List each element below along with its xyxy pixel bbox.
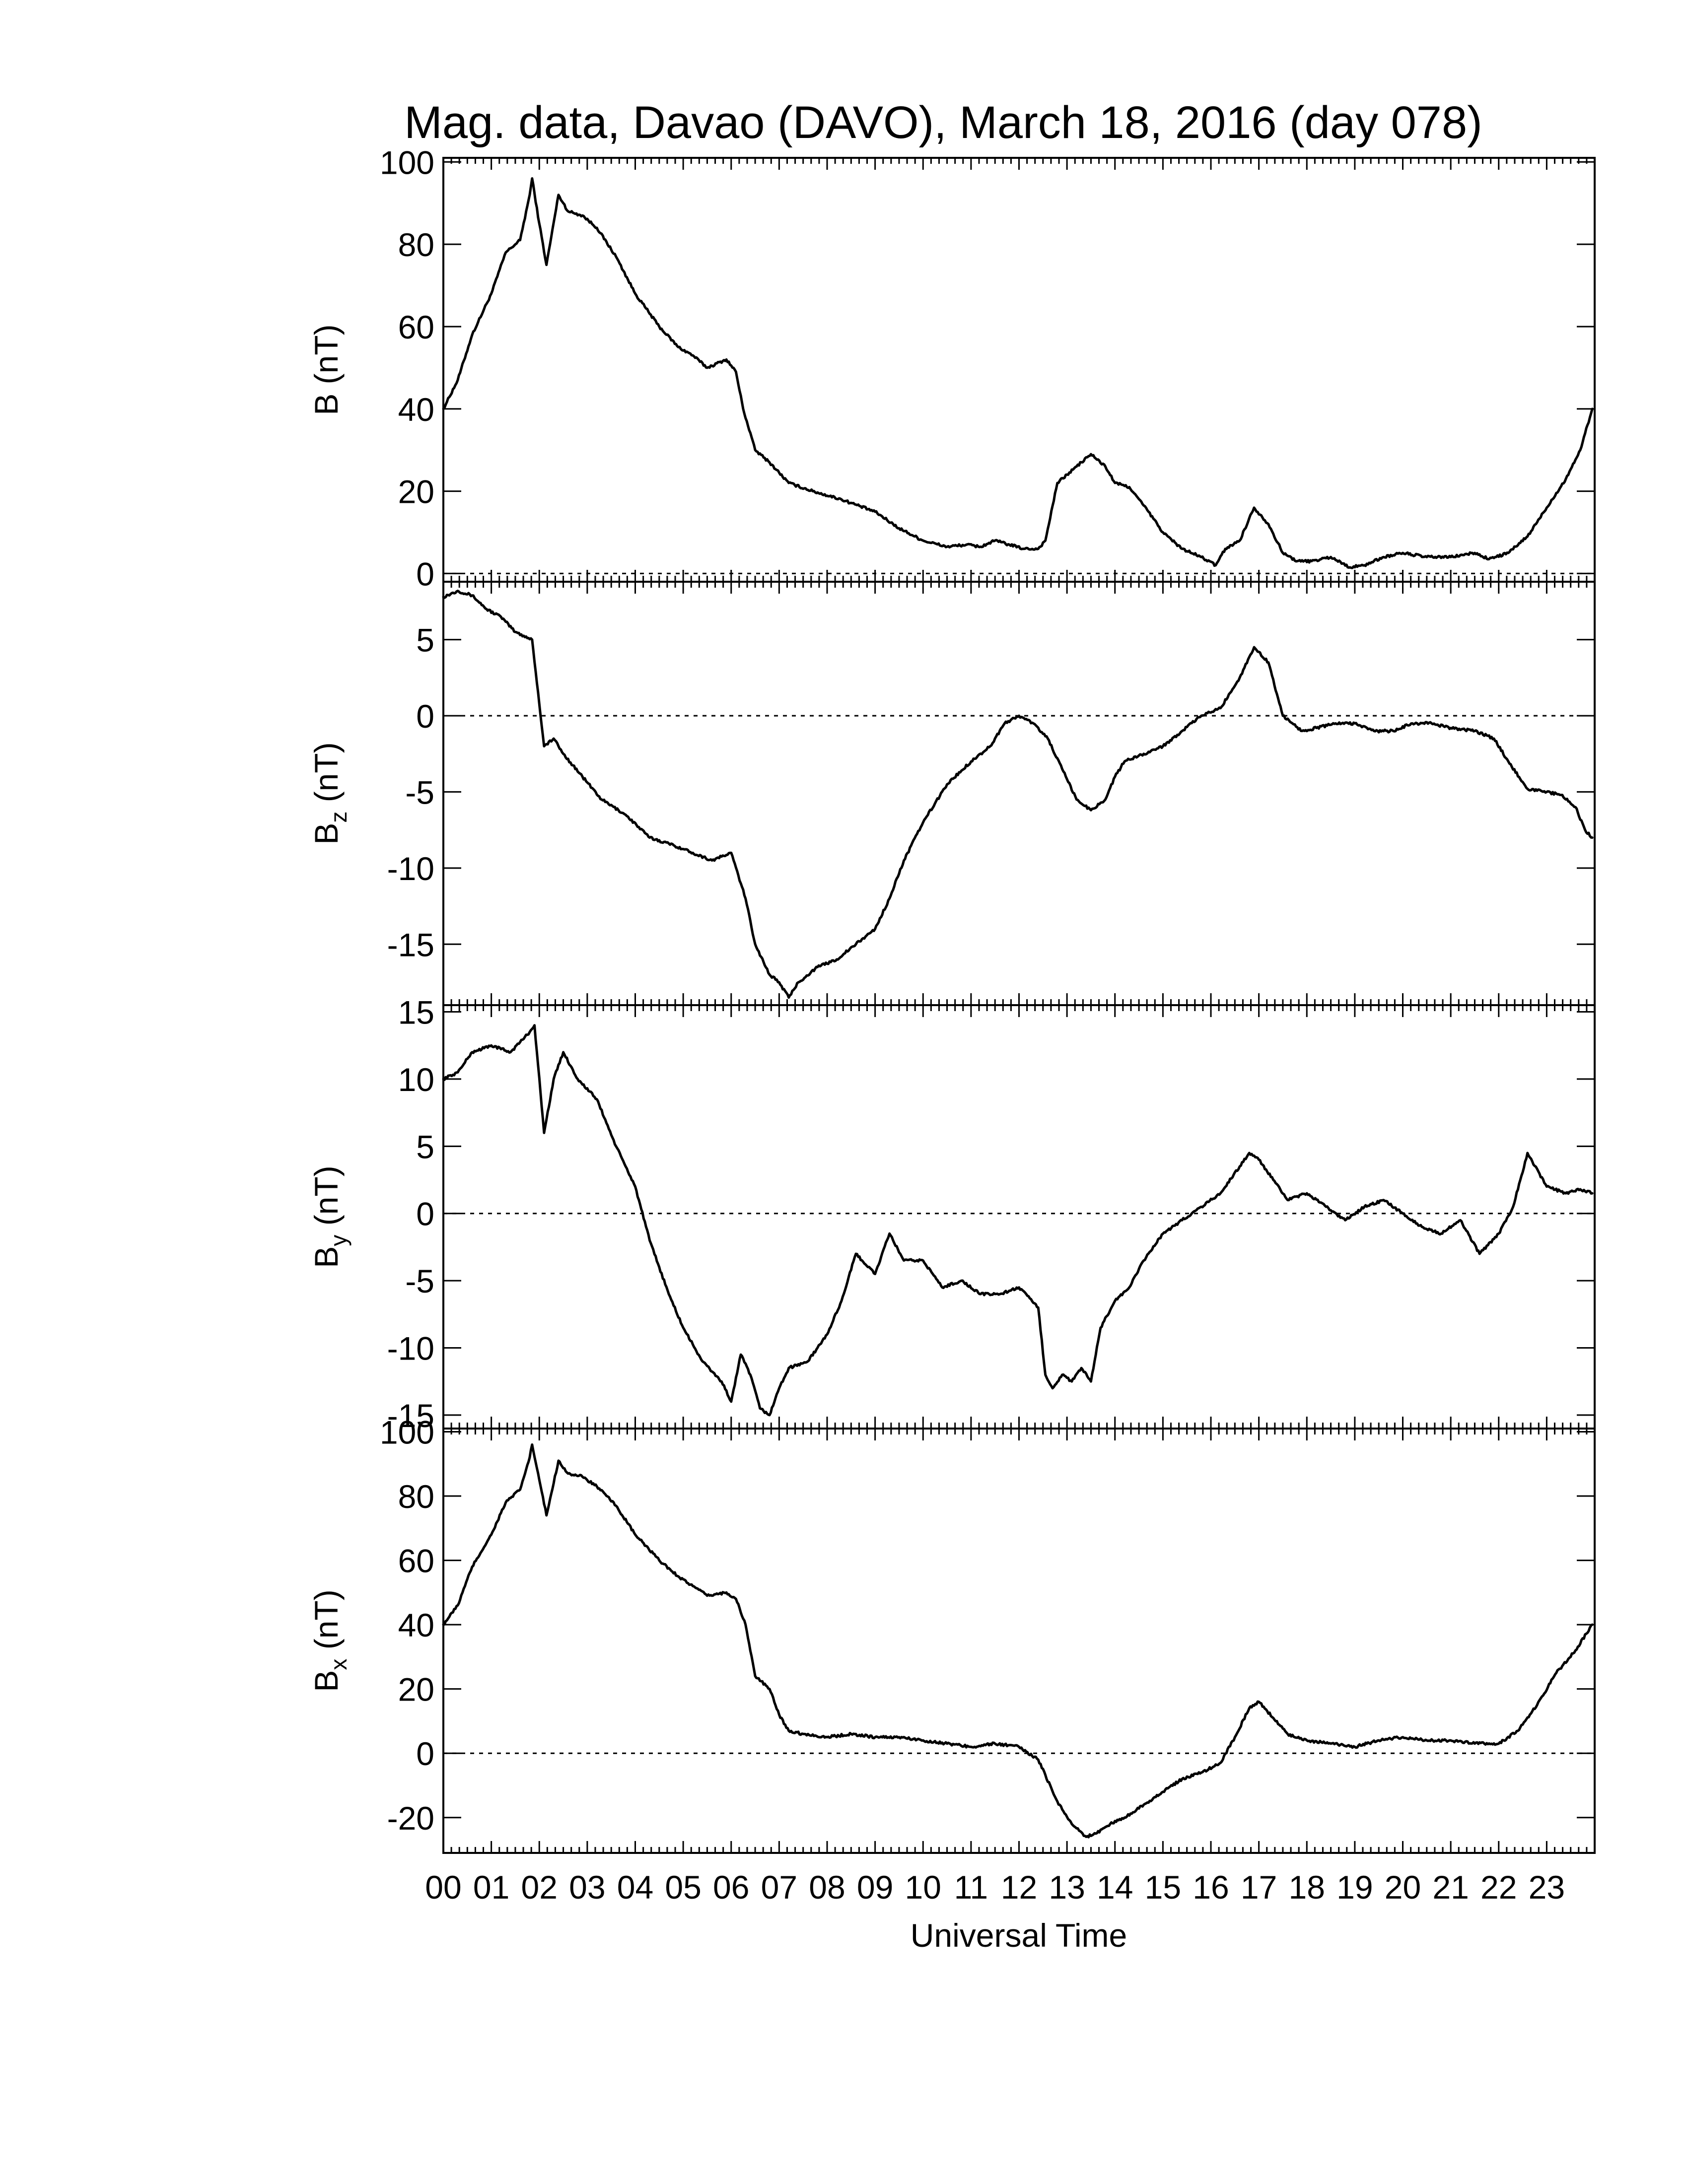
y-tick-label: -10 bbox=[387, 1330, 434, 1367]
x-tick-label: 13 bbox=[1049, 1869, 1085, 1906]
y-tick-label: -5 bbox=[405, 774, 434, 811]
y-tick-label: 80 bbox=[398, 1478, 434, 1515]
x-tick-label: 20 bbox=[1385, 1869, 1421, 1906]
series-line-Bz bbox=[442, 589, 1594, 999]
x-tick-label: 07 bbox=[761, 1869, 797, 1906]
panel-Bx: -20 0 20 40 60 80 100 Bx (nT) bbox=[308, 1414, 1596, 1854]
y-axis-label-By: By (nT) bbox=[308, 1165, 352, 1268]
y-tick-label: 0 bbox=[416, 1735, 434, 1772]
x-tick-label: 01 bbox=[473, 1869, 509, 1906]
y-label-main: B bbox=[308, 1246, 345, 1268]
x-tick-label: 15 bbox=[1145, 1869, 1181, 1906]
y-tick-label: 100 bbox=[380, 144, 434, 181]
x-tick-label: 11 bbox=[954, 1869, 988, 1906]
series-line-Bx bbox=[442, 1443, 1594, 1839]
y-tick-label: -10 bbox=[387, 850, 434, 887]
panel-frame-Bz bbox=[442, 581, 1596, 1006]
x-tick-label: 23 bbox=[1529, 1869, 1565, 1906]
panel-frame-Bx bbox=[442, 1428, 1596, 1854]
panel-frame-B bbox=[442, 157, 1596, 583]
y-axis-label-Bx: Bx (nT) bbox=[308, 1589, 352, 1692]
y-label-sub: y bbox=[326, 1235, 352, 1246]
y-tick-label: 0 bbox=[416, 555, 434, 592]
panel-By: -15 -10 -5 0 5 10 15 By (nT) bbox=[308, 994, 1596, 1434]
y-tick-label: 0 bbox=[416, 1196, 434, 1232]
y-tick-label: -20 bbox=[387, 1800, 434, 1837]
y-label-tail: (nT) bbox=[308, 742, 345, 811]
y-label-tail: (nT) bbox=[308, 1589, 345, 1658]
y-label-sub: z bbox=[326, 812, 352, 823]
series-line-B bbox=[442, 177, 1594, 569]
y-tick-label: -15 bbox=[387, 1397, 434, 1434]
y-tick-label: -15 bbox=[387, 926, 434, 963]
y-tick-label: 0 bbox=[416, 698, 434, 735]
x-tick-label: 12 bbox=[1001, 1869, 1037, 1906]
y-tick-label: 5 bbox=[416, 1128, 434, 1165]
panel-Bz: -15 -10 -5 0 5 Bz (nT) bbox=[308, 581, 1596, 1006]
y-tick-label: 100 bbox=[380, 1414, 434, 1450]
y-tick-label: 20 bbox=[398, 1671, 434, 1708]
x-axis-label: Universal Time bbox=[911, 1917, 1127, 1954]
y-tick-label: 10 bbox=[398, 1061, 434, 1098]
y-tick-label: 60 bbox=[398, 309, 434, 345]
series-line-By bbox=[442, 1024, 1594, 1417]
x-tick-label: 06 bbox=[713, 1869, 749, 1906]
x-tick-label: 04 bbox=[617, 1869, 653, 1906]
y-tick-label: 40 bbox=[398, 391, 434, 428]
x-tick-label: 09 bbox=[857, 1869, 893, 1906]
x-tick-label: 05 bbox=[665, 1869, 701, 1906]
y-tick-label: 60 bbox=[398, 1543, 434, 1579]
x-tick-label: 14 bbox=[1097, 1869, 1133, 1906]
x-tick-label: 17 bbox=[1241, 1869, 1277, 1906]
y-tick-label: 15 bbox=[398, 994, 434, 1031]
y-tick-label: -5 bbox=[405, 1263, 434, 1299]
y-tick-label: 80 bbox=[398, 226, 434, 263]
y-axis-label-Bz: Bz (nT) bbox=[308, 742, 352, 844]
x-tick-label: 22 bbox=[1480, 1869, 1517, 1906]
x-tick-label: 16 bbox=[1193, 1869, 1229, 1906]
x-tick-label: 03 bbox=[569, 1869, 605, 1906]
x-tick-label: 00 bbox=[425, 1869, 461, 1906]
y-axis-label-B: B (nT) bbox=[308, 324, 345, 415]
x-tick-label: 08 bbox=[809, 1869, 845, 1906]
y-tick-label: 20 bbox=[398, 474, 434, 510]
chart-title: Mag. data, Davao (DAVO), March 18, 2016 … bbox=[404, 97, 1482, 148]
y-label-tail: (nT) bbox=[308, 1165, 345, 1234]
x-tick-label: 21 bbox=[1432, 1869, 1469, 1906]
x-tick-label: 02 bbox=[521, 1869, 558, 1906]
y-label-sub: x bbox=[326, 1659, 352, 1670]
panel-B: 0 20 40 60 80 100 B (nT) bbox=[308, 144, 1596, 592]
y-tick-label: 5 bbox=[416, 622, 434, 659]
y-tick-label: 40 bbox=[398, 1607, 434, 1643]
x-tick-label: 18 bbox=[1289, 1869, 1325, 1906]
x-tick-label: 10 bbox=[905, 1869, 941, 1906]
y-label-main: B (nT) bbox=[308, 324, 345, 415]
y-label-main: B bbox=[308, 823, 345, 845]
x-tick-label: 19 bbox=[1336, 1869, 1373, 1906]
x-axis: 00 01 02 03 04 05 06 07 08 09 10 11 12 13 14 15 16 17 18 19… bbox=[425, 1869, 1565, 1906]
y-label-main: B bbox=[308, 1670, 345, 1692]
panel-frame-By bbox=[442, 1004, 1596, 1430]
